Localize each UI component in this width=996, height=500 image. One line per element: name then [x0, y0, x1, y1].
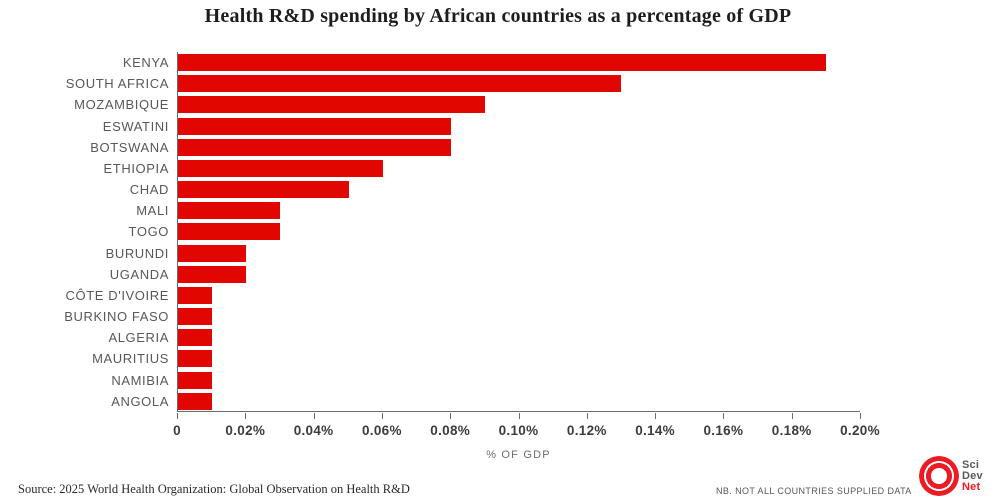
category-label: ETHIOPIA	[103, 160, 169, 176]
bar-row	[178, 391, 860, 412]
bar-row	[178, 243, 860, 264]
tick-label: 0.20%	[840, 423, 880, 438]
category-label: BOTSWANA	[90, 139, 169, 155]
category-label: ALGERIA	[108, 330, 169, 346]
plot-area	[177, 52, 860, 412]
category-label: CÔTE D'IVOIRE	[65, 287, 169, 303]
category-label: UGANDA	[109, 266, 169, 282]
category-label: BURKINO FASO	[64, 309, 169, 325]
bar	[178, 138, 451, 156]
bar	[178, 54, 826, 71]
category-label: BURUNDI	[105, 245, 169, 261]
bar-row	[178, 264, 860, 285]
scidev-ring-icon	[919, 456, 959, 496]
bar	[178, 181, 349, 199]
x-axis-title: % OF GDP	[486, 449, 551, 461]
bar-row	[178, 370, 860, 391]
category-label: ESWATINI	[102, 118, 169, 134]
tick-mark	[381, 413, 383, 419]
tick-mark	[313, 413, 315, 419]
tick-mark	[655, 413, 657, 419]
bar-row	[178, 94, 860, 115]
bar	[178, 265, 247, 283]
bar-row	[178, 285, 860, 306]
category-label: MOZAMBIQUE	[74, 97, 169, 113]
category-label: ANGOLA	[111, 393, 169, 409]
bar	[178, 117, 451, 135]
tick-mark	[860, 413, 861, 419]
bar-row	[178, 348, 860, 369]
bar-row	[178, 116, 860, 137]
tick-label: 0.10%	[498, 423, 539, 438]
bar-row	[178, 327, 860, 348]
scidev-logo-line1: Sci	[962, 458, 980, 471]
footnote: NB. NOT ALL COUNTRIES SUPPLIED DATA	[716, 486, 912, 496]
bar-row	[178, 179, 860, 200]
tick-mark	[791, 413, 793, 419]
category-label: CHAD	[129, 182, 169, 198]
x-axis-ticks: 0 0.02% 0.04% 0.06% 0.08% 0.10% 0.12%	[173, 412, 880, 446]
tick-mark	[586, 413, 588, 419]
tick-mark	[450, 413, 452, 419]
tick-mark	[518, 413, 520, 419]
tick-label: 0.06%	[362, 423, 402, 438]
source-note: Source: 2025 World Health Organization: …	[18, 482, 410, 496]
category-label: NAMIBIA	[111, 372, 169, 388]
category-label: KENYA	[122, 55, 169, 70]
tick-mark	[245, 413, 247, 419]
tick-mark	[723, 413, 725, 419]
chart-title: Health R&D spending by African countries…	[204, 5, 792, 27]
category-labels: KENYA SOUTH AFRICA MOZAMBIQUE ESWATINI B…	[0, 52, 169, 412]
category-label: MAURITIUS	[92, 351, 169, 367]
category-label: TOGO	[128, 224, 169, 240]
bar-row	[178, 52, 860, 73]
tick-mark	[177, 413, 178, 419]
category-label: SOUTH AFRICA	[65, 76, 169, 92]
tick-label: 0.12%	[566, 423, 607, 438]
bar	[178, 329, 213, 347]
bar	[178, 223, 281, 241]
bar	[178, 96, 485, 114]
bar-row	[178, 158, 860, 179]
tick-label: 0.16%	[703, 423, 744, 438]
bar	[178, 286, 213, 304]
bar-row	[178, 306, 860, 327]
bar-row	[178, 73, 860, 94]
scidev-logo-line3: Net	[962, 480, 981, 493]
tick-label: 0.04%	[293, 423, 334, 438]
scidev-logo-text: Sci Dev Net	[962, 458, 983, 493]
bar	[178, 202, 281, 220]
bar	[178, 75, 622, 93]
scidev-logo-line2: Dev	[962, 469, 983, 482]
tick-label: 0.08%	[430, 423, 471, 438]
bar	[178, 392, 213, 410]
tick-label: 0.18%	[771, 423, 812, 438]
tick-label: 0.14%	[635, 423, 675, 438]
bar	[178, 371, 213, 389]
bar	[178, 350, 213, 368]
bar-row	[178, 200, 860, 221]
category-label: MALI	[136, 203, 169, 219]
tick-label: 0	[173, 423, 181, 438]
bar	[178, 308, 213, 326]
bar-row	[178, 137, 860, 158]
tick-label: 0.02%	[225, 423, 266, 438]
bar	[178, 244, 247, 262]
bar	[178, 159, 383, 177]
bar-row	[178, 221, 860, 242]
scidev-logo: Sci Dev Net	[919, 456, 983, 496]
